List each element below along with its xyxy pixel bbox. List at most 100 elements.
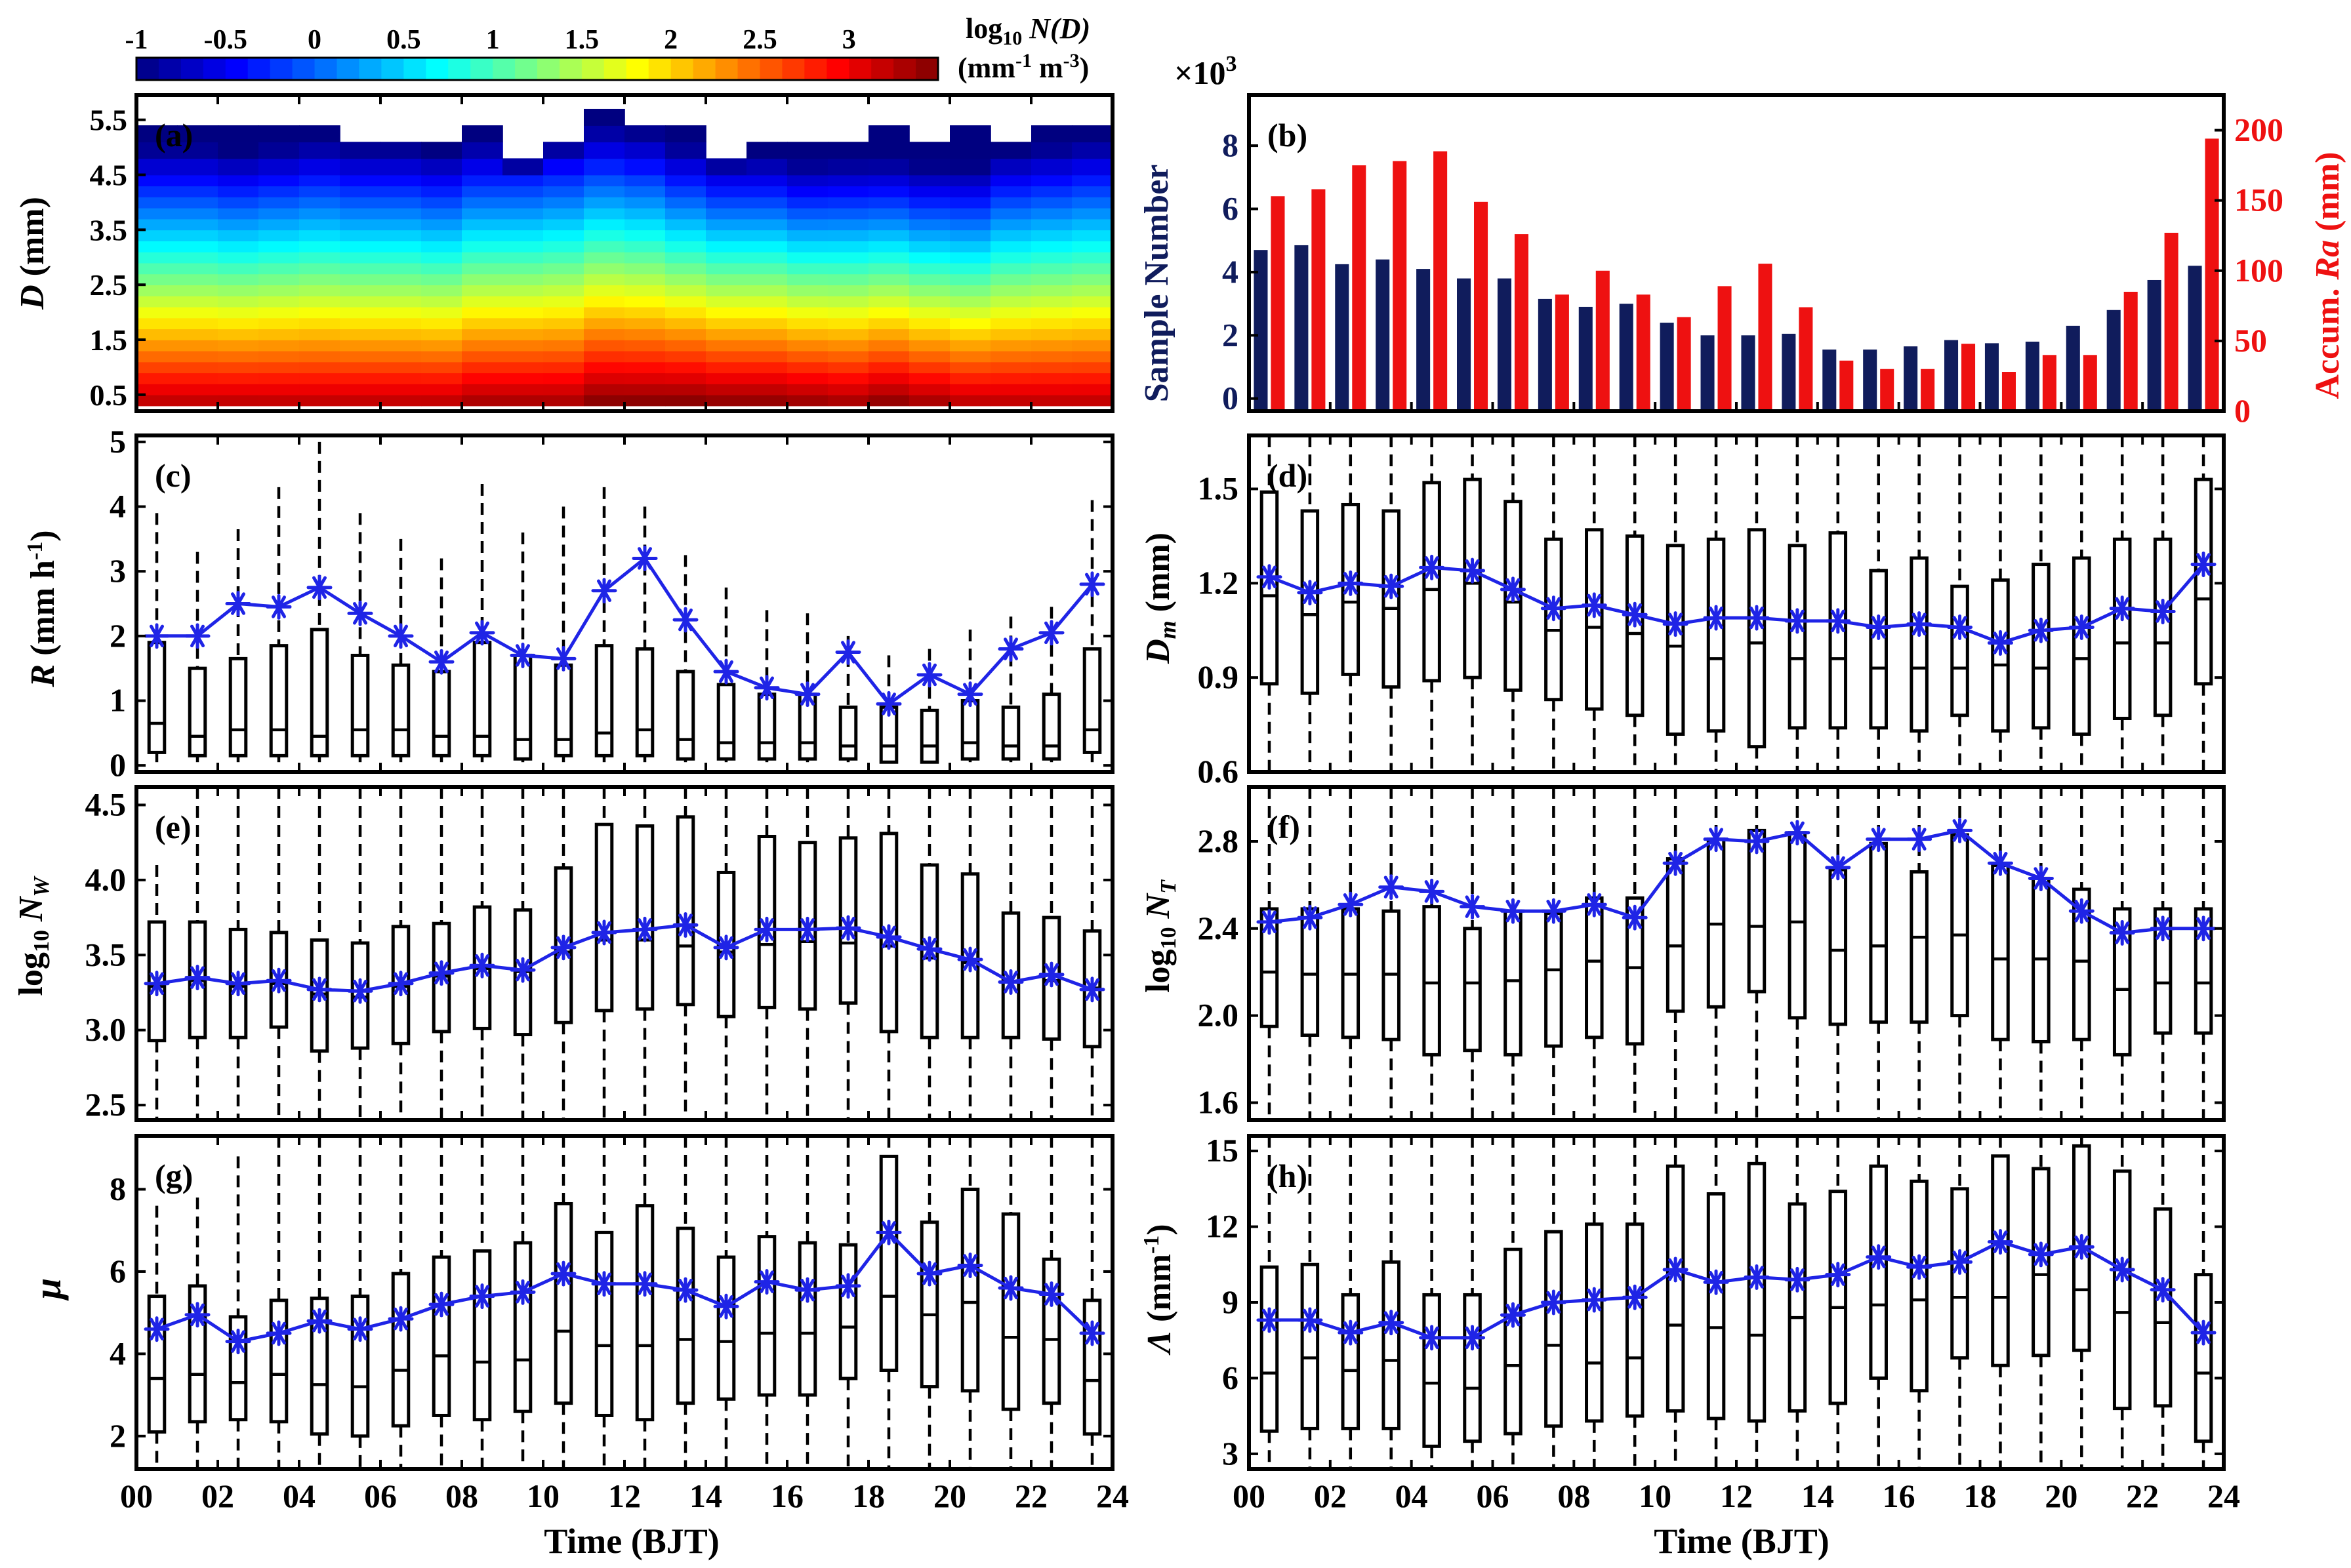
heatmap-cell [299, 241, 340, 252]
heatmap-cell [136, 125, 178, 143]
box [147, 1295, 167, 1434]
heatmap-cell [869, 295, 910, 308]
heatmap-cell [828, 361, 869, 374]
colorbar-cells [136, 58, 939, 80]
bar-accum-ra [1433, 151, 1448, 411]
colorbar-cell [314, 58, 338, 80]
heatmap-cell [421, 186, 462, 197]
heatmap-cell [218, 306, 259, 319]
heatmap-cell [869, 207, 910, 220]
box [1788, 831, 1807, 1020]
heatmap-cell [421, 372, 462, 384]
heatmap-cell [380, 207, 422, 220]
mean-line [157, 555, 1094, 706]
panel-a-ytick-label: 5.5 [90, 104, 128, 137]
box [1950, 833, 1969, 1018]
heatmap-cell [584, 329, 625, 340]
heatmap-cell [706, 317, 747, 330]
heatmap-cell [340, 230, 381, 241]
heatmap-cell [502, 372, 544, 384]
colorbar-cell [537, 58, 560, 80]
heatmap-cell [869, 361, 910, 374]
panel-d-boxplot: 0.6 0.9 1.2 1.5 (d) [1198, 433, 2226, 790]
heatmap-cell [624, 329, 666, 340]
box [1381, 1260, 1400, 1430]
heatmap-cell [462, 197, 503, 209]
heatmap-cell [543, 241, 584, 252]
panel-a-label: (a) [155, 117, 193, 153]
heatmap-cell [746, 218, 788, 231]
bar-sample-number [2188, 266, 2202, 411]
heatmap-cell [624, 361, 666, 374]
box [1259, 1265, 1279, 1433]
x-tick-label: 14 [689, 1478, 722, 1514]
colorbar-cell [247, 58, 271, 80]
colorbar-cell [493, 58, 516, 80]
panel-c-label: (c) [155, 457, 192, 494]
heatmap-cell [909, 207, 951, 220]
heatmap-cell [624, 174, 666, 187]
bar-accum-ra [1758, 264, 1772, 411]
heatmap-cell [909, 350, 951, 363]
heatmap-cell [502, 197, 544, 209]
heatmap-cell [869, 230, 910, 241]
heatmap-cell [869, 142, 910, 159]
colorbar-cell [158, 58, 182, 80]
heatmap-cell [380, 306, 422, 319]
heatmap-cell [462, 251, 503, 264]
panel-g-ytick-label: 2 [110, 1417, 126, 1454]
heatmap-cell [665, 306, 706, 319]
heatmap-cell [991, 361, 1032, 374]
heatmap-cell [1072, 197, 1113, 209]
heatmap-cell [828, 317, 869, 330]
heatmap-cell [421, 361, 462, 374]
heatmap-cell [1072, 218, 1113, 231]
heatmap-cell [177, 394, 218, 407]
box [757, 1235, 777, 1397]
heatmap-cell [706, 384, 747, 395]
heatmap-cell [665, 350, 706, 363]
heatmap-cell [258, 262, 300, 275]
heatmap-cell [787, 372, 828, 384]
bar-sample-number [1578, 306, 1593, 411]
box [1666, 1164, 1685, 1413]
heatmap-cell [218, 350, 259, 363]
colorbar-cell [581, 58, 605, 80]
heatmap-cell [787, 197, 828, 209]
colorbar-cell [559, 58, 583, 80]
box [310, 938, 329, 1053]
box [1950, 584, 1969, 717]
bar-accum-ra [1961, 344, 1976, 411]
heatmap-cell [624, 295, 666, 308]
panel-d-ytick-label: 1.5 [1198, 470, 1239, 507]
heatmap-cell [584, 273, 625, 285]
heatmap-cell [502, 361, 544, 374]
panel-e-ytick-label: 3.5 [85, 936, 127, 973]
heatmap-cell [258, 273, 300, 285]
heatmap-cell [869, 285, 910, 296]
panel-c-ytick-label: 5 [110, 423, 126, 460]
heatmap-cell [665, 317, 706, 330]
heatmap-cell [1072, 273, 1113, 285]
colorbar-tick-label: 1 [486, 25, 500, 55]
box [879, 832, 899, 1034]
heatmap-cell [462, 241, 503, 252]
bar-sample-number [1984, 343, 1999, 411]
heatmap-cell [258, 285, 300, 296]
heatmap-cell [218, 285, 259, 296]
heatmap-cell [136, 329, 178, 340]
heatmap-cell [746, 394, 788, 407]
heatmap-cell [746, 273, 788, 285]
box [188, 666, 207, 757]
heatmap-cell [502, 174, 544, 187]
heatmap-cell [1031, 142, 1073, 159]
heatmap-cell [624, 251, 666, 264]
heatmap-cell [543, 273, 584, 285]
box [2112, 1169, 2132, 1411]
heatmap-cell [665, 230, 706, 241]
heatmap-cell [624, 384, 666, 395]
heatmap-cell [787, 142, 828, 159]
colorbar-cell [648, 58, 672, 80]
heatmap-cell [1031, 125, 1073, 143]
heatmap-cell [787, 158, 828, 176]
